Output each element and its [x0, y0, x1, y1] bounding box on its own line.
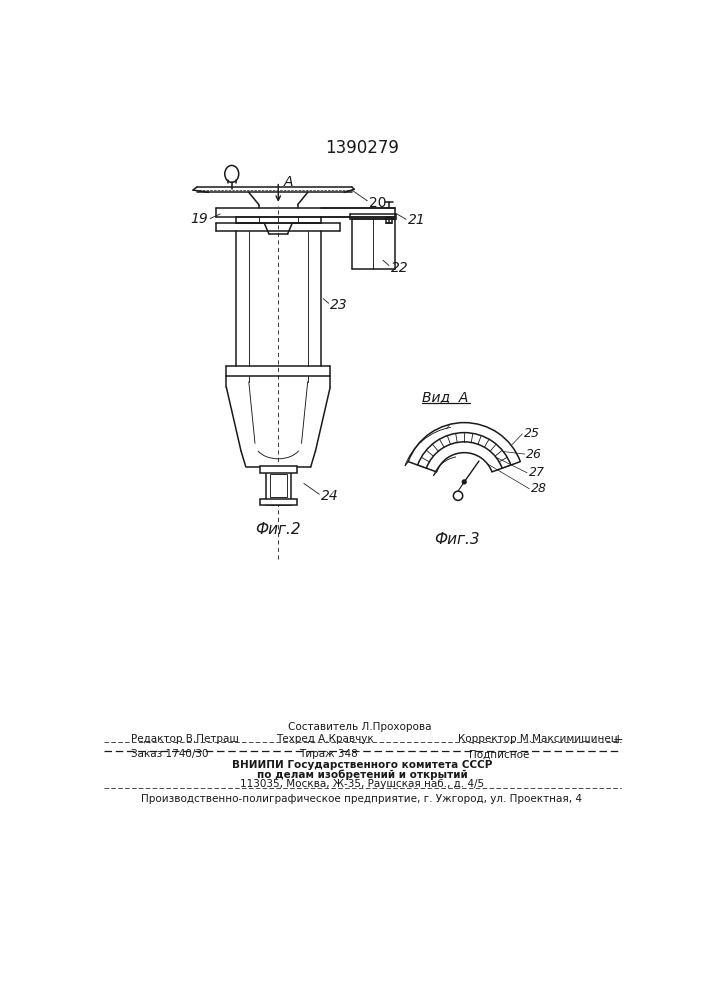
Bar	[259, 499, 297, 505]
Text: A: A	[284, 175, 293, 189]
Text: +: +	[612, 733, 623, 746]
Text: 26: 26	[526, 448, 542, 461]
Text: 1390279: 1390279	[325, 139, 399, 157]
Text: 20: 20	[369, 196, 387, 210]
Text: Заказ 1740/30: Заказ 1740/30	[131, 749, 209, 759]
Text: Вид  A: Вид A	[421, 390, 468, 404]
Text: 22: 22	[391, 261, 409, 275]
Text: Корректор М.Максимишинец: Корректор М.Максимишинец	[458, 734, 618, 744]
Text: ВНИИПИ Государственного комитета СССР: ВНИИПИ Государственного комитета СССР	[232, 760, 492, 770]
Text: Редактор В.Петраш: Редактор В.Петраш	[131, 734, 239, 744]
Text: Производственно-полиграфическое предприятие, г. Ужгород, ул. Проектная, 4: Производственно-полиграфическое предприя…	[141, 794, 583, 804]
Circle shape	[462, 480, 466, 484]
Text: по делам изобретений и открытий: по делам изобретений и открытий	[257, 769, 467, 780]
Text: 27: 27	[529, 466, 544, 479]
Text: 24: 24	[321, 489, 339, 503]
Bar	[270, 474, 287, 497]
Text: 28: 28	[531, 482, 547, 495]
Text: 25: 25	[524, 427, 540, 440]
Text: Фиг.3: Фиг.3	[433, 532, 479, 547]
Text: 23: 23	[330, 298, 348, 312]
Text: Фиг.2: Фиг.2	[255, 522, 301, 537]
Bar	[266, 466, 291, 505]
Bar	[259, 466, 297, 473]
Text: 113035, Москва, Ж-35, Раушская наб., д. 4/5: 113035, Москва, Ж-35, Раушская наб., д. …	[240, 779, 484, 789]
Text: Тираж 348: Тираж 348	[299, 749, 358, 759]
Bar	[386, 217, 392, 223]
Text: 19: 19	[191, 212, 209, 226]
Text: Подписное: Подписное	[469, 749, 530, 759]
Text: Составитель Л.Прохорова: Составитель Л.Прохорова	[288, 722, 431, 732]
Text: 21: 21	[408, 213, 426, 227]
Text: Техред А.Кравчук: Техред А.Кравчук	[276, 734, 373, 744]
